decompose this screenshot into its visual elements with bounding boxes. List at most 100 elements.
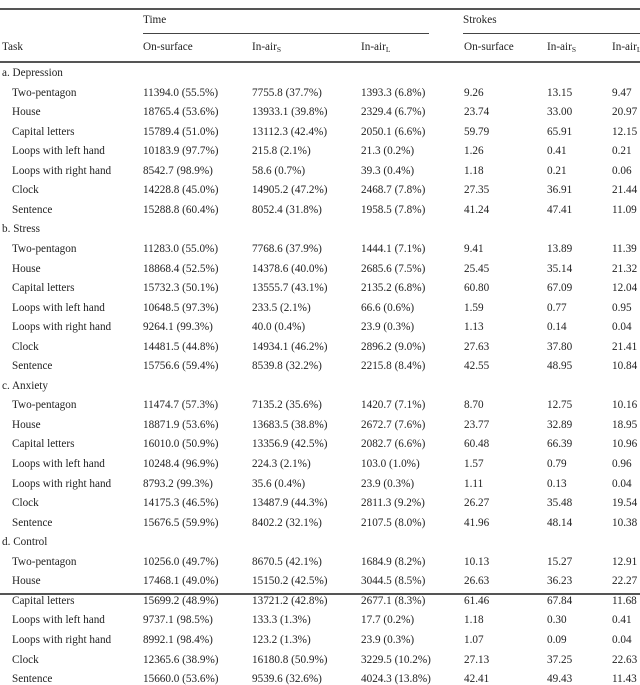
table-cell: 0.21 (547, 164, 567, 177)
task-name: Sentence (12, 516, 53, 529)
table-cell: 1.18 (464, 164, 484, 177)
table-cell: 35.14 (547, 262, 573, 275)
table-cell: 13.89 (547, 242, 573, 255)
table-cell: 7755.8 (37.7%) (252, 86, 322, 99)
table-cell: 10183.9 (97.7%) (143, 145, 219, 158)
table-cell: 0.30 (547, 614, 567, 627)
task-name: House (12, 106, 41, 119)
section-label: c. Anxiety (2, 379, 48, 392)
top-rule (0, 8, 640, 10)
table-cell: 40.0 (0.4%) (252, 321, 306, 334)
task-name: Two-pentagon (12, 86, 77, 99)
table-cell: 8992.1 (98.4%) (143, 633, 213, 646)
table-cell: 60.80 (464, 282, 490, 295)
table-cell: 0.77 (547, 301, 567, 314)
table-cell: 66.6 (0.6%) (361, 301, 415, 314)
table-cell: 8793.2 (99.3%) (143, 477, 213, 490)
task-name: Loops with right hand (12, 321, 112, 334)
table-cell: 15660.0 (53.6%) (143, 673, 219, 685)
table-cell: 0.06 (612, 164, 632, 177)
task-name: Clock (12, 184, 39, 197)
table-cell: 33.00 (547, 106, 573, 119)
table-cell: 3229.5 (10.2%) (361, 653, 431, 666)
table-cell: 12.15 (612, 125, 638, 138)
table-cell: 23.77 (464, 418, 490, 431)
table-cell: 10256.0 (49.7%) (143, 555, 219, 568)
table-cell: 11474.7 (57.3%) (143, 399, 219, 412)
table-cell: 15.27 (547, 555, 573, 568)
table-cell: 36.23 (547, 575, 573, 588)
table-cell: 15699.2 (48.9%) (143, 594, 219, 607)
task-name: Loops with left hand (12, 614, 105, 627)
task-name: Capital letters (12, 282, 75, 295)
table-cell: 18871.9 (53.6%) (143, 418, 219, 431)
table-cell: 27.63 (464, 340, 490, 353)
table-cell: 7768.6 (37.9%) (252, 242, 322, 255)
strokes-span-rule (463, 33, 640, 34)
table-cell: 15288.8 (60.4%) (143, 203, 219, 216)
table-cell: 58.6 (0.7%) (252, 164, 306, 177)
col-header-strokes-in-air-s: In-airS (547, 41, 576, 54)
table-cell: 0.96 (612, 458, 632, 470)
table-cell: 12.91 (612, 555, 638, 568)
task-name: Loops with left hand (12, 458, 105, 470)
table-cell: 32.89 (547, 418, 573, 431)
table-cell: 4024.3 (13.8%) (361, 673, 431, 685)
table-cell: 39.3 (0.4%) (361, 164, 415, 177)
table-cell: 13.15 (547, 86, 573, 99)
table-cell: 1.26 (464, 145, 484, 158)
table-cell: 11.68 (612, 594, 637, 607)
table-cell: 2677.1 (8.3%) (361, 594, 426, 607)
header-text: In-air (612, 41, 637, 53)
table-cell: 23.9 (0.3%) (361, 633, 415, 646)
task-name: Sentence (12, 203, 53, 216)
table-cell: 1.57 (464, 458, 484, 470)
table-cell: 35.6 (0.4%) (252, 477, 306, 490)
table-cell: 8052.4 (31.8%) (252, 203, 322, 216)
table-cell: 15150.2 (42.5%) (252, 575, 328, 588)
table-cell: 35.48 (547, 497, 573, 510)
header-subscript: L (636, 45, 640, 54)
table-cell: 21.41 (612, 340, 638, 353)
table-cell: 8670.5 (42.1%) (252, 555, 322, 568)
time-span-rule (143, 33, 429, 34)
table-cell: 13112.3 (42.4%) (252, 125, 328, 138)
task-name: Clock (12, 653, 39, 666)
table-cell: 10.96 (612, 438, 638, 451)
table-cell: 11.39 (612, 242, 637, 255)
table-cell: 15732.3 (50.1%) (143, 282, 219, 295)
table-cell: 12.75 (547, 399, 573, 412)
header-subscript: S (571, 45, 577, 54)
table-cell: 16010.0 (50.9%) (143, 438, 219, 451)
col-header-time-in-air-l: In-airL (361, 41, 390, 54)
table-cell: 21.44 (612, 184, 638, 197)
table-cell: 48.95 (547, 360, 573, 373)
task-name: Loops with right hand (12, 633, 112, 646)
table-cell: 0.04 (612, 321, 632, 334)
table-cell: 16180.8 (50.9%) (252, 653, 328, 666)
header-subscript: S (276, 45, 282, 54)
table-cell: 13721.2 (42.8%) (252, 594, 328, 607)
table-cell: 23.74 (464, 106, 490, 119)
table-cell: 47.41 (547, 203, 573, 216)
table-cell: 0.04 (612, 477, 632, 490)
table-cell: 8.70 (464, 399, 484, 412)
table-cell: 15676.5 (59.9%) (143, 516, 219, 529)
table-cell: 9.26 (464, 86, 484, 99)
table-cell: 13555.7 (43.1%) (252, 282, 328, 295)
table-cell: 15789.4 (51.0%) (143, 125, 219, 138)
header-text: In-air (252, 41, 277, 53)
table-cell: 26.63 (464, 575, 490, 588)
table-cell: 3044.5 (8.5%) (361, 575, 426, 588)
col-header-task: Task (2, 41, 23, 53)
table-cell: 1420.7 (7.1%) (361, 399, 426, 412)
table-cell: 1.18 (464, 614, 484, 627)
table-cell: 41.24 (464, 203, 490, 216)
col-header-time-in-air-s: In-airS (252, 41, 281, 54)
table-cell: 0.41 (547, 145, 567, 158)
table-cell: 27.35 (464, 184, 490, 197)
task-name: Loops with right hand (12, 477, 112, 490)
table-cell: 2215.8 (8.4%) (361, 360, 426, 373)
section-label: a. Depression (2, 67, 63, 79)
task-name: Two-pentagon (12, 242, 77, 255)
